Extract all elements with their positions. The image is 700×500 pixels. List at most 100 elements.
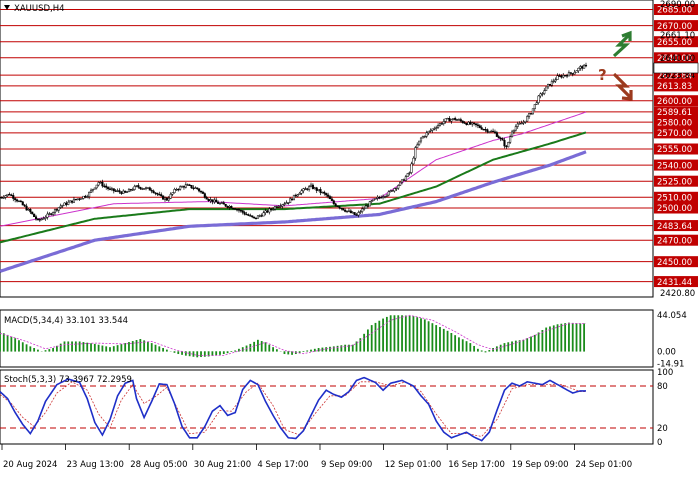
candle-body [34,216,38,220]
level-label-bg [654,20,698,32]
macd-bar [439,327,441,352]
level-label-bg [654,127,698,139]
candle-body [120,191,123,194]
candle-body [454,118,457,120]
candle-body [270,208,273,210]
macd-bar [378,320,381,352]
macd-bar [560,323,563,352]
candle-body [260,215,263,217]
candle-body [581,66,584,69]
candle-body [181,186,184,188]
candle-body [450,119,453,122]
macd-bar [473,345,476,352]
candle-body [425,132,428,137]
candle-body [88,191,91,197]
candle-body [482,129,485,131]
candle-body [74,198,77,201]
stochastic-lines [0,376,653,442]
candle-body [565,75,569,77]
macd-bar [302,351,305,352]
stoch-axis: 100 80 20 0 [657,368,673,448]
macd-bar [260,341,263,352]
macd-bar [522,339,525,352]
candle-body [203,193,206,198]
candle-body [110,188,113,190]
macd-bar [33,348,36,352]
candle-body [408,172,411,174]
candle-body [139,186,142,189]
candle-body [254,217,258,219]
candle-body [215,199,218,203]
candle-body [201,191,204,194]
candle-body [520,122,523,125]
candle-body [52,212,55,215]
candle-body [429,130,432,132]
candle-body [285,202,288,205]
macd-bar [184,351,187,356]
candle-body [101,181,104,187]
candle-body [241,210,244,213]
candle-body [150,190,153,192]
candle-body [501,138,504,141]
macd-bar [177,351,180,355]
candle-body [569,72,572,74]
macd-bar [234,350,237,352]
candle-body [567,72,570,77]
macd-bar [241,347,244,352]
candle-body [108,188,112,190]
macd-bar [423,319,426,352]
macd-bar [59,343,62,352]
candle-body [264,210,267,213]
candle-body [256,215,259,219]
macd-histogram [0,314,586,358]
level-label-bg [654,69,698,81]
level-label-bg [654,36,698,48]
candle-body [353,212,356,215]
candle-body [389,190,392,192]
macd-bar [82,342,85,352]
level-label-bg [654,159,698,171]
candle-body [205,197,208,200]
candle-body [448,118,451,122]
macd-bar [374,322,377,352]
time-axis-label: 12 Sep 01:00 [385,460,442,470]
candle-body [361,208,364,212]
candle-body [416,144,419,148]
level-label-bg [654,95,698,107]
macd-bar [97,344,100,352]
candle-body [376,196,379,199]
candle-body [97,182,100,186]
candle-body [507,142,510,148]
price-tick-label: 2661.10 [660,31,695,41]
time-axis-label: 23 Aug 13:00 [67,460,124,470]
macd-bar [173,351,176,353]
macd-bar [488,350,491,352]
macd-bar [465,341,468,352]
candle-body [141,188,144,190]
candle-body [10,194,13,196]
macd-bar [78,341,81,352]
candle-body [423,135,426,138]
candle-body [495,132,498,137]
candle-body [188,184,191,186]
macd-bar [105,346,108,352]
macd-bar [385,316,388,352]
candle-body [395,187,398,190]
level-label: 2555.00 [657,145,692,155]
macd-bar [469,343,472,352]
candle-body [332,200,335,205]
moving-averages [0,111,587,273]
macd-bar [67,341,70,352]
candle-body [541,93,544,95]
candle-body [78,198,81,200]
candle-body [14,198,17,201]
candle-body [452,118,455,120]
macd-bar [109,347,111,352]
candle-body [103,185,106,188]
candle-body [186,184,189,186]
candle-body [584,64,588,67]
ma-fast-line [0,111,587,227]
macd-bar [480,350,483,352]
macd-bar [192,351,195,357]
candle-body [59,205,62,208]
